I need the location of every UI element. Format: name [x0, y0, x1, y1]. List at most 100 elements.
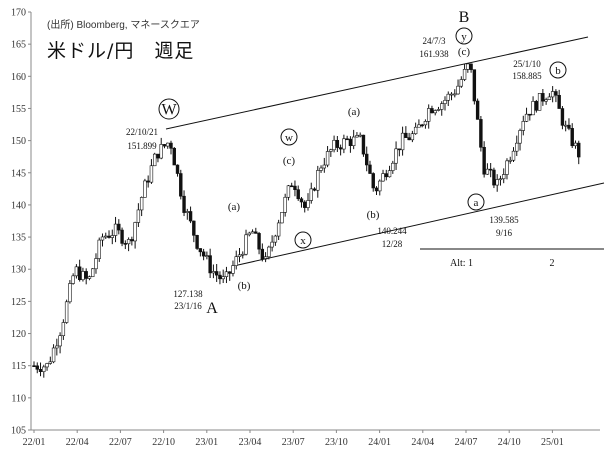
candle-body [303, 201, 307, 208]
candle-body [84, 271, 88, 279]
candle-body [521, 121, 525, 131]
candle-body [299, 198, 304, 203]
candle-body [293, 185, 297, 190]
spare-label: (a) [412, 71, 413, 72]
peak-W-date: 22/10/21 [126, 127, 158, 137]
candle-body [541, 93, 545, 102]
candle-body [133, 222, 137, 242]
candle-body [368, 164, 372, 174]
candle-body [466, 63, 470, 70]
candle-body [361, 134, 366, 155]
y-tick-label: 140 [11, 200, 26, 211]
candle-body [567, 124, 571, 129]
candle-body [381, 173, 385, 182]
candle-body [443, 99, 447, 104]
wave-c-B: (c) [458, 46, 471, 58]
y-tick-label: 110 [11, 393, 26, 404]
x-tick-label: 23/04 [239, 437, 262, 448]
candle-body [280, 212, 284, 224]
x-tick-label: 23/07 [282, 437, 305, 448]
y-tick-label: 145 [11, 168, 26, 179]
x-tick-label: 23/10 [325, 437, 348, 448]
x-tick-label: 22/10 [152, 437, 175, 448]
candle-body [74, 266, 79, 277]
candle-body [286, 185, 291, 198]
candle-body [394, 148, 398, 164]
candle-body [276, 222, 281, 237]
candle-body [433, 110, 437, 114]
candle-body [518, 130, 522, 144]
candle-body [152, 153, 157, 167]
x-tick-label: 23/01 [195, 437, 218, 448]
candle-body [534, 101, 539, 111]
candle-body [557, 94, 561, 109]
candle-body [55, 345, 59, 349]
candle-body [113, 223, 118, 236]
low-A-value: 127.138 [173, 289, 203, 299]
candle-body [270, 241, 274, 248]
wave-x-circle [294, 231, 312, 249]
candle-body [384, 173, 388, 178]
candle-body [51, 347, 56, 363]
candle-body [35, 365, 39, 370]
candle-body [573, 142, 578, 147]
y-tick-label: 150 [11, 136, 26, 147]
candle-body [32, 365, 36, 367]
x-tick-label: 22/01 [23, 437, 46, 448]
candle-body [577, 142, 581, 158]
wave-a-circle [467, 193, 485, 211]
wave-a-2: (a) [348, 106, 361, 118]
candle-body [156, 153, 160, 159]
candle-body [120, 229, 124, 244]
candle-body [143, 180, 147, 198]
peak-B-date: 24/7/3 [422, 36, 446, 46]
candle-body [149, 165, 154, 183]
candle-body [247, 232, 251, 236]
candle-body [175, 164, 180, 174]
candle-body [87, 276, 92, 279]
candle-body [162, 144, 167, 147]
candle-body [570, 128, 574, 147]
x-tick-label: 24/07 [455, 437, 478, 448]
low-a-date: 9/16 [496, 228, 513, 238]
candle-body [172, 147, 176, 166]
candle-body [64, 301, 69, 323]
candle-body [61, 322, 66, 337]
candle-body [537, 93, 542, 111]
candle-body [244, 234, 248, 255]
candle-body [492, 169, 496, 186]
peak-W-value: 151.899 [127, 141, 157, 151]
candle-body [126, 239, 131, 245]
candle-body [221, 276, 225, 280]
source-note: (出所) Bloomberg, マネースクエア [47, 20, 200, 31]
candle-body [241, 253, 245, 256]
candle-body [547, 96, 552, 100]
candle-body [316, 170, 320, 191]
alt-label-1: Alt: 1 [450, 258, 473, 269]
candle-body [423, 121, 428, 126]
candle-body [188, 211, 193, 222]
wave-W-circle [158, 98, 180, 120]
candle-body [211, 271, 216, 274]
y-tick-label: 120 [11, 329, 26, 340]
candle-body [391, 162, 395, 171]
candle-body [531, 101, 535, 116]
candle-body [81, 271, 85, 281]
candle-body [306, 200, 310, 208]
candle-body [528, 113, 532, 116]
candle-body [283, 196, 287, 213]
wave-a-1: (a) [228, 201, 241, 213]
y-tick-label: 115 [11, 361, 26, 372]
candle-body [205, 255, 209, 257]
candle-body [257, 233, 261, 250]
y-tick-label: 160 [11, 72, 26, 83]
candle-body [430, 108, 434, 114]
candle-body [550, 91, 555, 98]
candle-body [420, 124, 424, 127]
candle-body [417, 124, 421, 128]
candle-body [322, 164, 327, 169]
low-a-value: 139.585 [489, 215, 519, 225]
candle-body [475, 100, 480, 120]
candle-body [449, 93, 454, 96]
